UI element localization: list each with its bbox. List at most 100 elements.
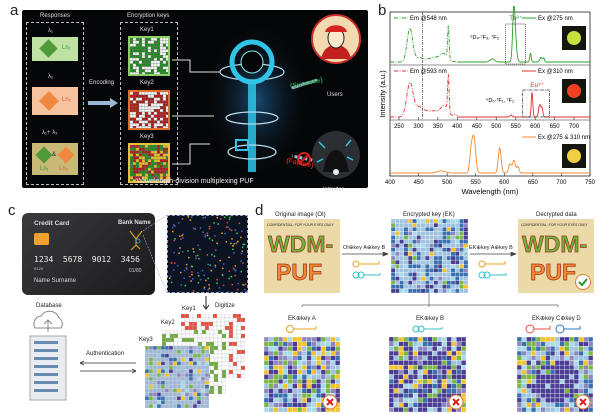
grid-cell bbox=[268, 369, 274, 375]
grid-cell bbox=[172, 357, 178, 362]
grid-cell bbox=[165, 54, 168, 59]
grid-cell bbox=[403, 388, 409, 394]
luminescent-dot bbox=[192, 289, 195, 292]
grid-cell bbox=[130, 145, 134, 149]
grid-cell bbox=[569, 379, 575, 385]
sample-emission bbox=[567, 149, 581, 163]
grid-cell bbox=[168, 357, 174, 362]
grid-cell bbox=[412, 397, 419, 403]
grid-cell bbox=[531, 369, 537, 375]
luminescent-dot bbox=[245, 290, 247, 292]
grid-cell bbox=[311, 337, 317, 342]
poster-top-text: CONFIDENTIAL: FOR YOUR EYES ONLY bbox=[267, 223, 334, 227]
grid-cell bbox=[130, 40, 134, 44]
grid-cell bbox=[145, 369, 150, 374]
luminescent-dot bbox=[186, 268, 188, 270]
grid-cell bbox=[550, 379, 556, 385]
grid-cell bbox=[412, 393, 419, 399]
grid-cell bbox=[554, 337, 560, 342]
grid-cell bbox=[148, 384, 154, 389]
grid-cell bbox=[398, 364, 404, 370]
grid-cell bbox=[157, 75, 160, 76]
grid-cell bbox=[156, 161, 161, 166]
grid-cell bbox=[150, 92, 155, 96]
luminescent-dot bbox=[213, 222, 215, 224]
grid-cell bbox=[268, 393, 274, 399]
grid-cell bbox=[456, 374, 462, 380]
grid-cell bbox=[156, 69, 161, 73]
luminescent-dot bbox=[239, 236, 242, 239]
grid-cell bbox=[189, 330, 195, 335]
grid-cell bbox=[240, 329, 245, 335]
grid-cell bbox=[403, 364, 409, 370]
grid-cell bbox=[273, 355, 279, 361]
grid-cell bbox=[188, 400, 194, 405]
grid-cell bbox=[330, 355, 336, 361]
grid-cell bbox=[535, 350, 541, 356]
grid-cell bbox=[160, 369, 166, 374]
key-a-icon bbox=[478, 260, 506, 268]
grid-cell bbox=[135, 117, 140, 121]
grid-cell bbox=[130, 100, 134, 104]
grid-cell bbox=[540, 374, 546, 380]
grid-cell bbox=[138, 103, 143, 107]
grid-cell bbox=[436, 350, 443, 356]
grid-cell bbox=[389, 341, 394, 347]
grid-cell bbox=[141, 156, 146, 160]
grid-cell bbox=[306, 360, 312, 366]
grid-cell bbox=[292, 341, 298, 347]
grid-cell bbox=[588, 350, 593, 356]
grid-cell bbox=[162, 156, 167, 160]
grid-cell bbox=[442, 235, 447, 240]
grid-cell bbox=[535, 360, 541, 366]
luminescent-dot bbox=[174, 238, 176, 240]
grid-cell bbox=[540, 355, 546, 361]
top-axis-tick-label: 550 bbox=[511, 124, 522, 130]
grid-cell bbox=[535, 337, 541, 342]
grid-cell bbox=[526, 360, 532, 366]
grid-cell bbox=[228, 341, 234, 347]
grid-cell bbox=[141, 100, 146, 104]
grid-cell bbox=[144, 120, 149, 124]
card-holder: Name Surname bbox=[34, 278, 77, 284]
grid-cell bbox=[185, 330, 191, 335]
luminescent-dot bbox=[235, 242, 237, 245]
grid-cell bbox=[540, 407, 546, 412]
grid-cell bbox=[320, 346, 326, 352]
grid-cell bbox=[132, 111, 137, 116]
grid-cell bbox=[287, 388, 293, 394]
grid-cell bbox=[153, 106, 158, 110]
grid-cell bbox=[217, 365, 223, 371]
card-small-number: 0123 bbox=[34, 266, 43, 271]
key3-label: Key3 bbox=[139, 337, 153, 343]
grid-cell bbox=[232, 341, 238, 347]
grid-cell bbox=[169, 162, 170, 165]
grid-cell bbox=[153, 123, 158, 127]
grid-cell bbox=[200, 369, 206, 374]
grid-cell bbox=[398, 360, 404, 366]
luminescent-dot bbox=[214, 249, 217, 251]
grid-cell bbox=[204, 317, 210, 323]
grid-cell bbox=[188, 357, 194, 362]
luminescent-dot bbox=[197, 275, 200, 277]
grid-cell bbox=[164, 372, 170, 378]
grid-cell bbox=[132, 60, 137, 64]
grid-cell bbox=[162, 147, 167, 151]
grid-cell bbox=[165, 337, 171, 343]
luminescent-dot bbox=[169, 275, 172, 278]
grid-cell bbox=[132, 66, 137, 70]
luminescent-dot bbox=[214, 266, 217, 268]
grid-cell bbox=[569, 407, 575, 412]
grid-cell bbox=[412, 355, 419, 361]
luminescent-dot bbox=[229, 216, 231, 218]
grid-cell bbox=[461, 360, 466, 366]
grid-cell bbox=[446, 364, 452, 370]
grid-cell bbox=[325, 379, 331, 385]
grid-cell bbox=[165, 97, 168, 101]
grid-cell bbox=[169, 67, 170, 70]
grid-cell bbox=[196, 396, 202, 401]
grid-cell bbox=[153, 54, 158, 59]
grid-cell bbox=[135, 38, 140, 42]
grid-cell bbox=[145, 372, 150, 378]
grid-cell bbox=[550, 355, 556, 361]
